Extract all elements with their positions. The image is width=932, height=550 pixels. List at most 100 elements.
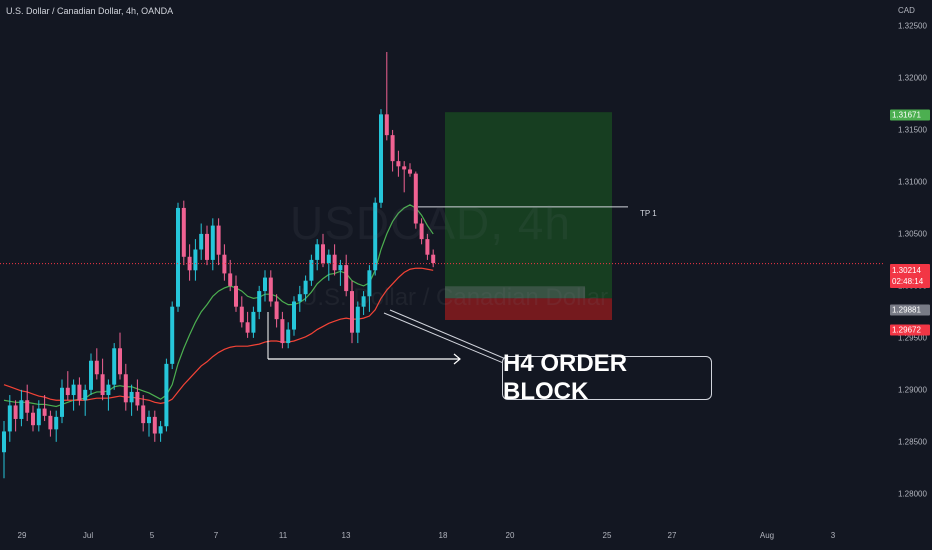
- candle: [390, 129, 395, 172]
- candle-body: [100, 374, 105, 396]
- candle-body: [112, 348, 117, 385]
- candle-body: [19, 400, 24, 419]
- candle-body: [425, 239, 430, 255]
- candle-body: [297, 294, 302, 302]
- candle-body: [199, 233, 204, 250]
- candle: [326, 249, 331, 281]
- candle: [71, 379, 76, 411]
- candle: [100, 358, 105, 401]
- candle: [106, 379, 111, 411]
- candle: [361, 291, 366, 315]
- candle: [7, 395, 12, 442]
- candle: [280, 311, 285, 349]
- candle: [199, 223, 204, 260]
- candle: [187, 244, 192, 281]
- candle-body: [419, 223, 424, 240]
- candle-body: [280, 319, 285, 344]
- candle-body: [274, 301, 279, 320]
- candle-body: [286, 329, 291, 344]
- candle-body: [123, 374, 128, 403]
- candle: [425, 233, 430, 260]
- x-tick-label: 25: [602, 531, 612, 540]
- candle: [129, 384, 134, 416]
- candles[interactable]: [2, 51, 436, 479]
- candle: [309, 254, 314, 286]
- chart-title: U.S. Dollar / Canadian Dollar, 4h, OANDA: [6, 6, 174, 16]
- candle-body: [332, 254, 337, 271]
- candle-body: [164, 363, 169, 427]
- order-block-callout[interactable]: H4 ORDER BLOCK: [502, 350, 712, 405]
- candle: [384, 51, 389, 141]
- candle: [431, 249, 436, 268]
- candle-body: [216, 225, 221, 255]
- candle-body: [367, 270, 372, 297]
- candle: [60, 379, 64, 424]
- candle: [303, 275, 308, 302]
- candle-body: [36, 408, 41, 426]
- candle: [89, 353, 93, 396]
- candle: [181, 200, 186, 266]
- y-tick-label: 1.32000: [898, 73, 927, 83]
- x-tick-label: 3: [830, 531, 836, 540]
- candle-body: [176, 207, 180, 307]
- candle: [176, 202, 180, 312]
- candle: [123, 363, 128, 411]
- candle-body: [263, 277, 267, 292]
- candle-body: [413, 173, 418, 224]
- candle: [205, 225, 209, 266]
- y-tick-label: 1.29500: [898, 333, 927, 343]
- candle-body: [228, 273, 233, 286]
- candle: [42, 395, 47, 422]
- candle-body: [31, 412, 35, 426]
- candle-body: [355, 306, 360, 333]
- stop-badge: 1.29672: [890, 324, 930, 336]
- candle: [350, 280, 354, 344]
- ema_slow-line: [3, 267, 434, 404]
- candle: [292, 296, 296, 336]
- candle-body: [65, 387, 70, 396]
- candle: [402, 161, 407, 193]
- candle-body: [25, 400, 30, 413]
- candle-body: [268, 277, 273, 302]
- candle: [152, 410, 157, 442]
- candle-body: [170, 306, 175, 364]
- candle: [355, 301, 360, 344]
- x-tick-label: 13: [341, 531, 351, 540]
- candle: [36, 400, 41, 432]
- target-badge: 1.31671: [890, 109, 930, 121]
- x-tick-label: 20: [505, 531, 515, 540]
- y-tick-label: 1.28000: [898, 489, 927, 499]
- axis-unit: CAD: [898, 6, 915, 15]
- candle: [147, 410, 151, 437]
- candle: [419, 218, 424, 245]
- candle-body: [309, 259, 314, 281]
- candle-body: [251, 311, 256, 333]
- candle-body: [390, 135, 395, 162]
- candle-body: [48, 415, 53, 430]
- candle-body: [321, 244, 325, 264]
- candle-body: [77, 384, 82, 401]
- candle-body: [106, 384, 111, 396]
- candle: [48, 410, 53, 437]
- candle-body: [408, 169, 412, 174]
- candle: [286, 322, 291, 349]
- candle: [379, 109, 383, 208]
- entry-band: [445, 286, 585, 299]
- y-tick-label: 1.30500: [898, 229, 927, 239]
- candle: [210, 218, 215, 271]
- candle: [228, 259, 233, 292]
- candle: [2, 421, 6, 479]
- candle-body: [338, 265, 343, 271]
- candle: [268, 270, 273, 307]
- candle-body: [431, 254, 436, 264]
- x-tick-label: 18: [438, 531, 448, 540]
- candle: [251, 306, 256, 338]
- drawing-lines[interactable]: [0, 206, 885, 371]
- candle-body: [83, 389, 88, 401]
- callout-pointer: [383, 312, 521, 371]
- candle: [54, 410, 59, 442]
- position-zones[interactable]: [445, 112, 612, 320]
- watermark-symbol: USDCAD, 4h: [290, 197, 571, 249]
- candle-body: [147, 416, 151, 424]
